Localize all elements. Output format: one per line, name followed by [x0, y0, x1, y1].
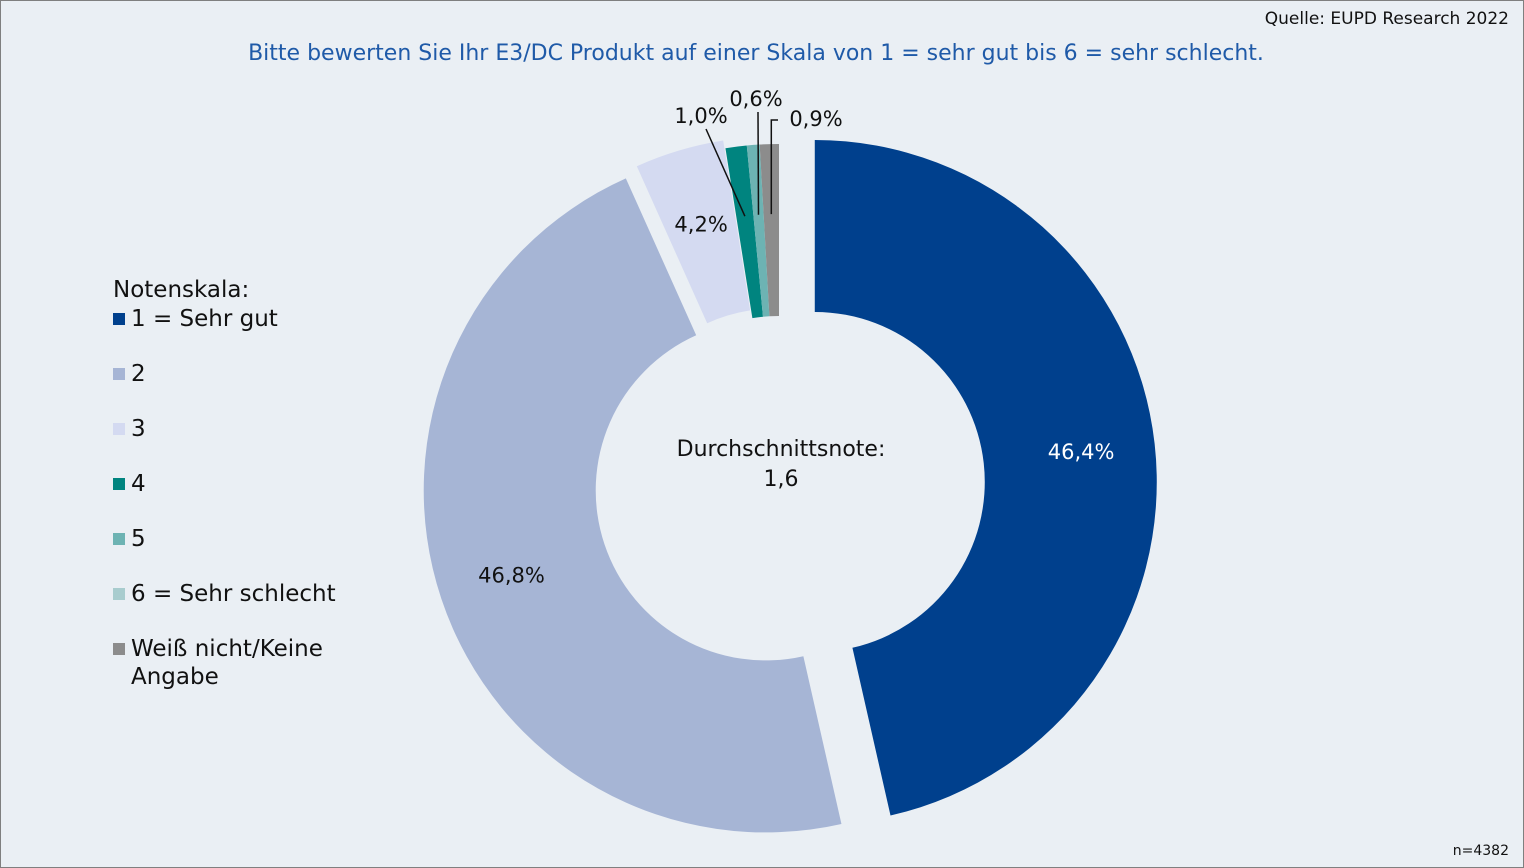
- legend-item-7: Weiß nicht/Keine Angabe: [113, 635, 361, 691]
- slice-value-label-4: 1,0%: [674, 104, 727, 128]
- legend-item-1: 1 = Sehr gut: [113, 305, 361, 333]
- donut-slice-5: [746, 144, 770, 317]
- legend-item-6: 6 = Sehr schlecht: [113, 580, 361, 608]
- slice-value-label-5: 0,6%: [729, 87, 782, 111]
- legend-label: 5: [131, 526, 146, 552]
- slice-value-label-2: 46,8%: [478, 563, 545, 587]
- slice-value-label-1: 46,4%: [1048, 440, 1115, 464]
- legend-swatch: [113, 478, 125, 490]
- legend-label: 1 = Sehr gut: [131, 306, 278, 332]
- legend-item-3: 3: [113, 415, 361, 443]
- leader-line-7: [770, 119, 778, 215]
- legend-label: Weiß nicht/Keine Angabe: [131, 636, 323, 690]
- leader-line-4: [705, 128, 746, 217]
- donut-slice-7: [759, 144, 779, 317]
- legend: Notenskala: 1 = Sehr gut 2 3 4 5 6 = Seh…: [113, 277, 361, 691]
- legend-label: 2: [131, 361, 146, 387]
- slice-value-label-7: 0,9%: [789, 107, 842, 131]
- slice-value-label-3: 4,2%: [674, 212, 727, 236]
- sample-size-note: n=4382: [1452, 843, 1509, 859]
- center-label: Durchschnittsnote:: [676, 437, 886, 462]
- legend-title: Notenskala:: [113, 277, 250, 303]
- donut-slice-3: [636, 140, 751, 324]
- legend-swatch: [113, 423, 125, 435]
- legend-swatch: [113, 533, 125, 545]
- chart-title: Bitte bewerten Sie Ihr E3/DC Produkt auf…: [248, 41, 1264, 66]
- legend-swatch: [113, 368, 125, 380]
- source-label: Quelle: EUPD Research 2022: [1264, 9, 1509, 29]
- legend-item-5: 5: [113, 525, 361, 553]
- center-value: 1,6: [763, 467, 799, 492]
- legend-swatch: [113, 313, 125, 325]
- legend-item-4: 4: [113, 470, 361, 498]
- legend-label: 3: [131, 416, 146, 442]
- donut-slice-2: [423, 178, 842, 833]
- legend-label: 6 = Sehr schlecht: [131, 581, 336, 607]
- donut-slice-4: [725, 145, 763, 319]
- legend-swatch: [113, 643, 125, 655]
- legend-swatch: [113, 588, 125, 600]
- legend-label: 4: [131, 471, 146, 497]
- legend-item-2: 2: [113, 360, 361, 388]
- donut-slice-1: [814, 139, 1157, 816]
